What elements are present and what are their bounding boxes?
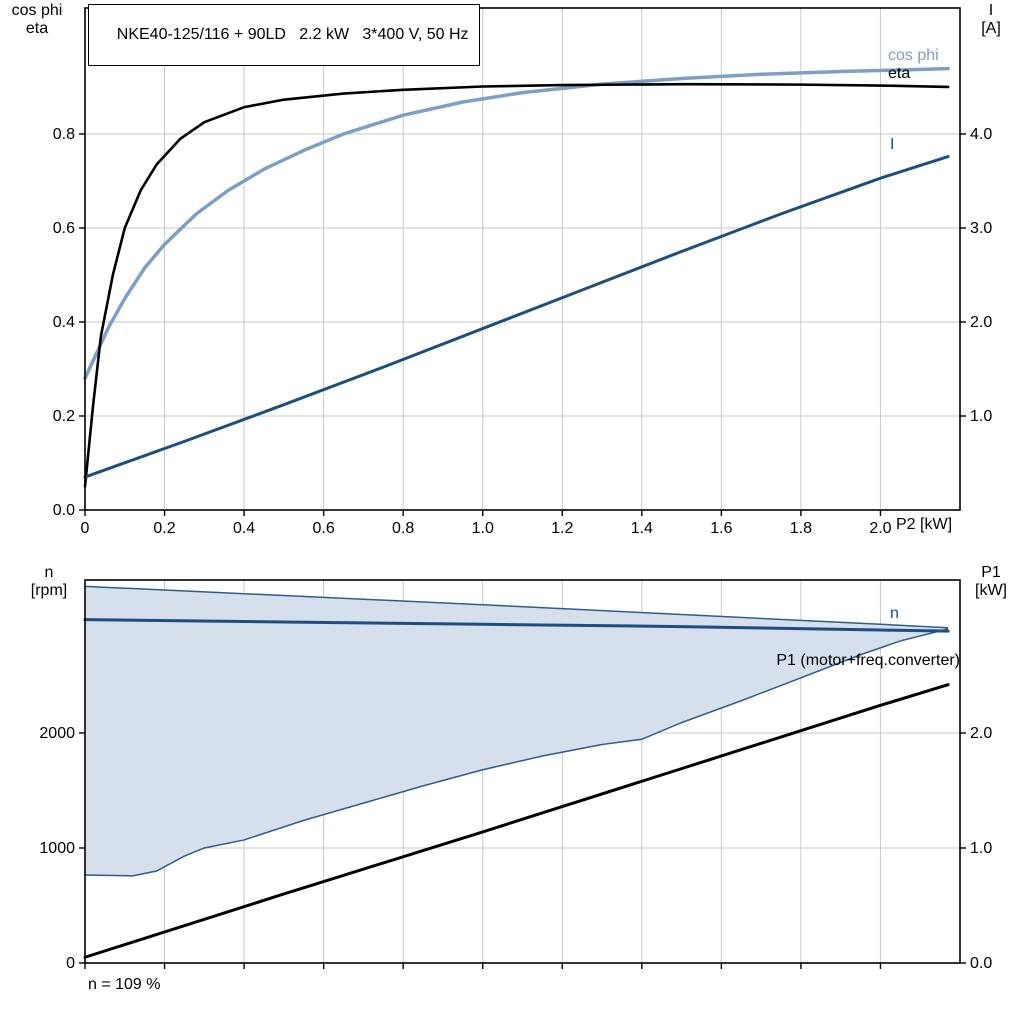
svg-text:3.0: 3.0 xyxy=(970,220,992,237)
svg-text:0.0: 0.0 xyxy=(970,955,992,972)
svg-text:1.0: 1.0 xyxy=(970,840,992,857)
svg-text:4.0: 4.0 xyxy=(970,126,992,143)
svg-text:0.8: 0.8 xyxy=(53,126,75,143)
svg-text:1.0: 1.0 xyxy=(472,520,494,537)
svg-text:1.6: 1.6 xyxy=(710,520,732,537)
svg-text:0.4: 0.4 xyxy=(53,314,75,331)
top-left-axis-title: cos phi eta xyxy=(4,2,70,38)
bottom-left-axis-title: n [rpm] xyxy=(16,564,82,600)
top-left-axis-title-line2: eta xyxy=(25,20,49,37)
current-curve-label: I xyxy=(890,136,895,153)
svg-text:0: 0 xyxy=(81,520,90,537)
svg-text:1.8: 1.8 xyxy=(790,520,812,537)
bottom-right-axis-title: P1 [kW] xyxy=(962,564,1020,600)
svg-text:0.6: 0.6 xyxy=(53,220,75,237)
chart-title-box: NKE40-125/116 + 90LD 2.2 kW 3*400 V, 50 … xyxy=(88,4,480,66)
svg-text:1000: 1000 xyxy=(39,840,75,857)
series-n xyxy=(83,618,950,633)
svg-text:0.8: 0.8 xyxy=(392,520,414,537)
chart-1: 0 1000 2000 0.0 1.0 2.0 xyxy=(39,579,992,972)
svg-text:0.6: 0.6 xyxy=(313,520,335,537)
operating-band xyxy=(85,586,949,876)
x-axis-label-p2: P2 [kW] xyxy=(896,516,953,533)
bottom-left-axis-title-line1: n xyxy=(44,564,54,581)
bottom-right-axis-title-line1: P1 xyxy=(981,564,1001,581)
cos-phi-curve-label: cos phi xyxy=(888,47,939,64)
band-lower-edge xyxy=(84,628,949,877)
svg-text:2.0: 2.0 xyxy=(970,725,992,742)
band-upper-edge xyxy=(84,585,949,629)
bottom-right-axis-title-line2: [kW] xyxy=(975,582,1007,599)
series-cos-phi xyxy=(83,66,950,381)
svg-text:0: 0 xyxy=(66,955,75,972)
svg-text:0.2: 0.2 xyxy=(53,408,75,425)
speed-percentage-footnote: n = 109 % xyxy=(88,976,161,993)
bottom-left-axis-title-line2: [rpm] xyxy=(30,582,68,599)
plot-frame xyxy=(84,7,961,511)
svg-text:0.4: 0.4 xyxy=(233,520,255,537)
svg-text:2.0: 2.0 xyxy=(970,314,992,331)
series-i xyxy=(83,155,950,479)
eta-curve-label: eta xyxy=(888,65,911,82)
series-eta xyxy=(83,82,950,488)
svg-text:1.4: 1.4 xyxy=(631,520,653,537)
top-left-axis-title-line1: cos phi xyxy=(11,2,63,19)
p1-curve-label: P1 (motor+freq.converter) xyxy=(776,652,960,669)
svg-text:0.2: 0.2 xyxy=(153,520,175,537)
gridlines xyxy=(85,8,960,510)
speed-curve-label: n xyxy=(890,605,899,622)
svg-text:2.0: 2.0 xyxy=(869,520,891,537)
series-p1-motor-freq-converter- xyxy=(83,683,950,959)
chart-0: 0 0.2 0.4 0.6 0.8 1.0 1.2 1.4 1.6 1.8 2.0 0.0 0.2 0.4… xyxy=(53,7,993,537)
svg-text:1.0: 1.0 xyxy=(970,408,992,425)
plot-frame xyxy=(84,579,961,964)
svg-text:2000: 2000 xyxy=(39,725,75,742)
top-right-axis-title-line1: I xyxy=(988,2,994,19)
axis-ticks: 0 1000 2000 0.0 1.0 2.0 xyxy=(39,725,992,972)
top-right-axis-title: I [A] xyxy=(962,2,1020,38)
top-right-axis-title-line2: [A] xyxy=(981,20,1001,37)
chart-title: NKE40-125/116 + 90LD 2.2 kW 3*400 V, 50 … xyxy=(116,26,469,43)
axis-ticks: 0 0.2 0.4 0.6 0.8 1.0 1.2 1.4 1.6 1.8 2.0 0.0 0.2 0.4… xyxy=(53,126,993,537)
svg-text:0.0: 0.0 xyxy=(53,502,75,519)
svg-text:1.2: 1.2 xyxy=(551,520,573,537)
